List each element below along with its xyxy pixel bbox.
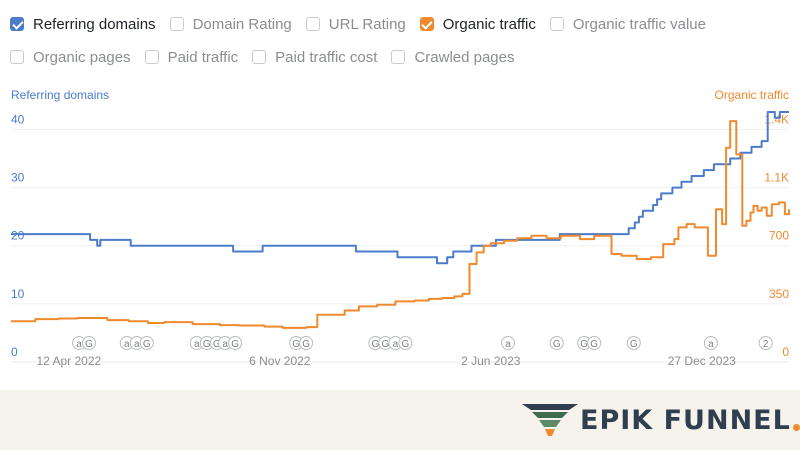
filter-url-rating[interactable]: URL Rating <box>305 15 406 33</box>
checkbox-organic-traffic[interactable] <box>419 17 434 31</box>
left-tick-label: 40 <box>11 112 25 126</box>
x-tick-label: 6 Nov 2022 <box>249 354 311 368</box>
funnel-icon <box>522 404 578 436</box>
logo-text: EPIK FUNNEL <box>580 404 791 436</box>
x-tick-label: 27 Dec 2023 <box>668 354 736 368</box>
checkbox-crawled-pages[interactable] <box>391 50 406 64</box>
annotation-marker[interactable] <box>587 336 602 350</box>
series-lines <box>11 111 790 329</box>
checkbox-organic-pages[interactable] <box>10 50 24 64</box>
filter-label: Domain Rating <box>192 15 292 33</box>
checkbox-organic-traffic-value[interactable] <box>549 17 564 31</box>
annotation-label: G <box>85 339 93 350</box>
annotation-marker[interactable] <box>758 336 773 350</box>
x-tick-label: 2 Jun 2023 <box>461 354 521 368</box>
filter-label: Paid traffic cost <box>275 48 378 66</box>
filter-paid-traffic-cost[interactable]: Paid traffic cost <box>252 49 377 66</box>
checkbox-referring-domains[interactable] <box>10 17 24 31</box>
filter-crawled-pages[interactable]: Crawled pages <box>391 48 515 66</box>
annotation-label: G <box>580 339 588 350</box>
right-tick-label: 350 <box>769 287 789 301</box>
annotation-label: G <box>553 339 561 350</box>
left-tick-label: 20 <box>11 229 25 243</box>
left-axis-title: Referring domains <box>11 88 109 102</box>
annotation-label: a <box>393 339 399 350</box>
filter-referring-domains[interactable]: Referring domains <box>10 16 156 33</box>
checkbox-paid-traffic-cost[interactable] <box>252 50 267 64</box>
annotation-label: G <box>381 339 389 350</box>
annotation-label: a <box>124 339 130 350</box>
filter-row-2: Organic pages Paid traffic Paid traffic … <box>10 45 529 69</box>
annotation-label: a <box>134 339 140 350</box>
x-tick-label: 12 Apr 2022 <box>36 354 101 368</box>
annotation-label: G <box>203 339 211 350</box>
annotation-label: a <box>505 339 511 350</box>
annotation-label: G <box>302 339 310 350</box>
checkbox-url-rating[interactable] <box>305 17 320 31</box>
annotation-marker[interactable] <box>549 336 564 350</box>
right-tick-label: 700 <box>769 229 789 243</box>
annotation-marker[interactable] <box>501 336 516 350</box>
annotation-label: a <box>708 339 714 350</box>
filter-domain-rating[interactable]: Domain Rating <box>169 15 292 33</box>
filter-organic-pages[interactable]: Organic pages <box>10 49 131 66</box>
annotation-label: a <box>194 339 200 350</box>
left-tick-label: 10 <box>11 287 25 301</box>
annotation-marker[interactable] <box>228 336 243 350</box>
axis-ticks: 0 10 20 30 40 0 350 700 1.1K 1.4K 12 Apr 2022 6 Nov… <box>11 112 789 368</box>
series-line-organic-traffic <box>11 120 790 329</box>
annotation-label: a <box>76 339 82 350</box>
filter-row-1: Referring domains Domain Rating URL Rati… <box>10 12 720 36</box>
filter-organic-traffic-value[interactable]: Organic traffic value <box>549 15 706 33</box>
annotation-marker[interactable] <box>299 336 314 350</box>
series-line-referring-domains <box>11 111 789 265</box>
right-tick-label: 1.4K <box>764 112 789 126</box>
logo-dot <box>792 423 800 431</box>
annotation-label: 2 <box>763 339 769 350</box>
filter-label: Referring domains <box>33 15 156 33</box>
filter-label: Organic traffic <box>442 15 536 33</box>
footer-banner <box>0 390 800 450</box>
right-tick-label: 0 <box>782 345 789 359</box>
checkbox-domain-rating[interactable] <box>169 17 184 31</box>
filter-label: Organic pages <box>33 48 131 66</box>
left-tick-label: 0 <box>11 345 18 359</box>
epik-funnel-logo: EPIK FUNNEL <box>522 402 800 438</box>
annotation-label: G <box>143 339 151 350</box>
right-axis-title: Organic traffic <box>715 88 789 102</box>
filter-label: Organic traffic value <box>572 15 706 33</box>
annotation-marker[interactable] <box>626 336 641 350</box>
filter-organic-traffic[interactable]: Organic traffic <box>419 15 536 33</box>
filter-label: Crawled pages <box>414 48 515 66</box>
annotation-label: G <box>371 339 379 350</box>
gridlines <box>11 128 789 363</box>
annotation-label: G <box>231 339 239 350</box>
annotation-marker[interactable] <box>703 336 718 350</box>
filter-label: URL Rating <box>328 15 406 33</box>
checkbox-paid-traffic[interactable] <box>144 50 159 64</box>
annotation-label: G <box>401 339 409 350</box>
annotation-label: G <box>213 339 221 350</box>
left-tick-label: 30 <box>11 171 25 185</box>
traffic-chart: Referring domains Organic traffic 010203… <box>11 88 790 368</box>
annotation-marker[interactable] <box>82 336 97 350</box>
annotation-marker[interactable] <box>398 336 413 350</box>
annotation-label: a <box>222 339 228 350</box>
annotation-marker[interactable] <box>139 336 154 350</box>
annotation-label: G <box>630 339 638 350</box>
right-tick-label: 1.1K <box>764 171 789 185</box>
filter-paid-traffic[interactable]: Paid traffic <box>144 48 239 66</box>
annotation-label: G <box>590 339 598 350</box>
filter-label: Paid traffic <box>167 48 239 66</box>
annotation-label: G <box>292 339 300 350</box>
